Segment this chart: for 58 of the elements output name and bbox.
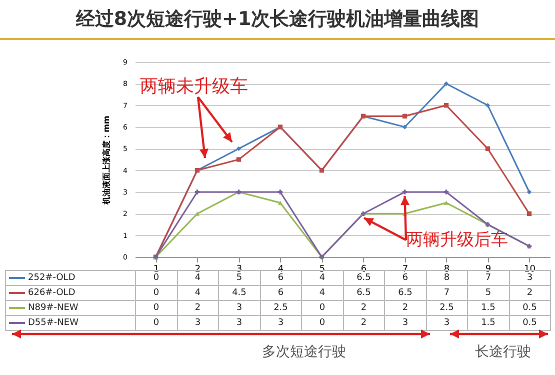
point [236, 146, 242, 152]
data-label: 2 [343, 316, 384, 330]
point [485, 102, 490, 108]
point [236, 157, 242, 162]
data-label: 3 [426, 316, 468, 330]
data-label: 3 [218, 300, 260, 316]
data-label: 4.5 [218, 286, 260, 300]
point [278, 190, 283, 194]
point [402, 114, 408, 119]
data-label: 0 [136, 286, 177, 300]
text: 多次短途行驶 [262, 343, 346, 361]
chart-title: 经过8次短途行驶+1次长途行驶机油增量曲线图 [0, 6, 555, 40]
legend-label: 252#-OLD [6, 270, 136, 286]
point [526, 211, 532, 216]
data-label: 6.5 [343, 270, 384, 286]
point [526, 190, 532, 194]
data-label: 6.5 [343, 286, 384, 300]
data-label: 3 [177, 316, 218, 330]
annotation: 两辆未升级车 [140, 75, 248, 98]
point [402, 124, 408, 130]
data-label: 2.5 [260, 300, 302, 316]
legend-label: 626#-OLD [6, 286, 136, 300]
legend-label: D55#-NEW [6, 316, 136, 330]
data-label: 3 [260, 316, 302, 330]
annotation: 两辆升级后车 [406, 229, 508, 251]
data-label: 0 [302, 300, 343, 316]
data-label: 3 [218, 316, 260, 330]
point [194, 190, 200, 194]
data-label: 6 [260, 286, 302, 300]
text: 长途行驶 [475, 343, 531, 361]
data-label: 0.5 [509, 300, 550, 316]
data-label: 0 [136, 316, 177, 330]
data-label: 5 [468, 286, 509, 300]
point [402, 190, 408, 194]
point [444, 81, 449, 86]
data-label: 4 [302, 286, 343, 300]
data-label: 6.5 [384, 286, 426, 300]
data-label: 0 [302, 316, 343, 330]
point [485, 146, 490, 152]
data-label: 0.5 [509, 316, 550, 330]
data-label: 2.5 [426, 300, 468, 316]
data-label: 7 [426, 286, 468, 300]
data-label: 0 [136, 270, 177, 286]
data-label: 1.5 [468, 300, 509, 316]
data-label: 3 [384, 316, 426, 330]
point [444, 200, 449, 205]
data-label: 2 [343, 300, 384, 316]
data-label: 0 [136, 300, 177, 316]
y-axis-title: 机油液面上涨高度：mm [101, 116, 112, 206]
legend-label: N89#-NEW [6, 300, 136, 316]
data-label: 2 [509, 286, 550, 300]
point [444, 102, 449, 108]
data-label: 1.5 [468, 316, 509, 330]
point [444, 190, 449, 194]
point [278, 200, 283, 205]
data-label: 4 [177, 286, 218, 300]
data-label: 2 [384, 300, 426, 316]
data-label: 2 [177, 300, 218, 316]
